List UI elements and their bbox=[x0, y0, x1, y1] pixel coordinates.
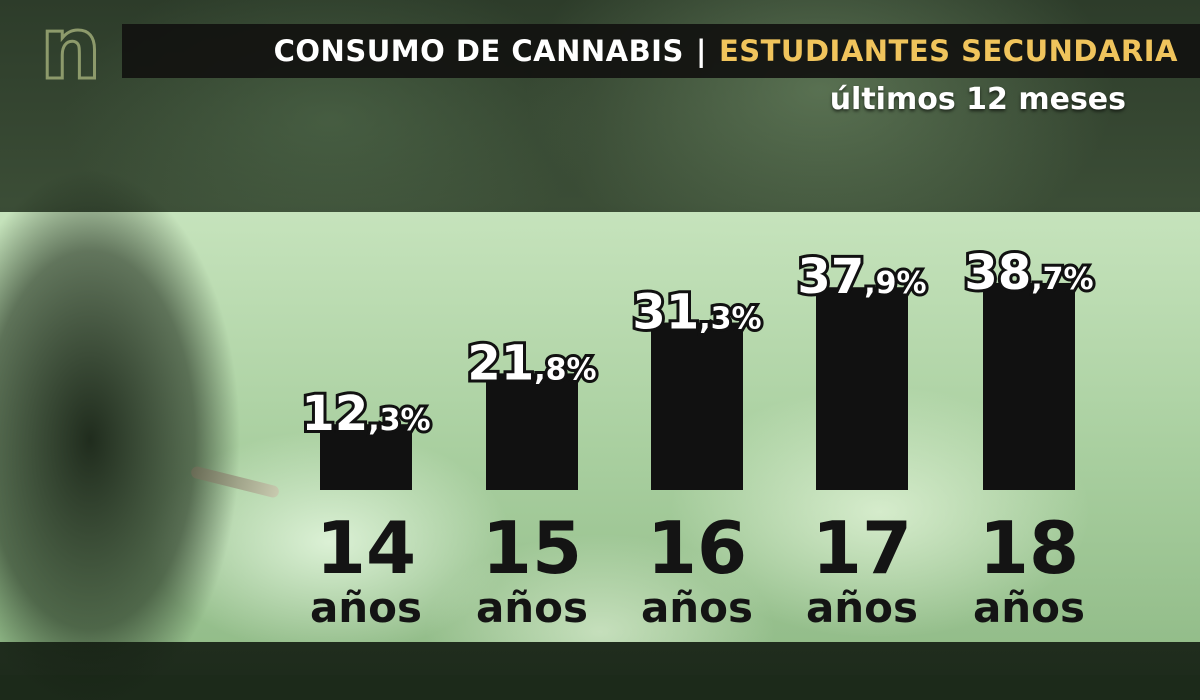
x-tick-unit-16: años bbox=[641, 583, 753, 632]
chart-subtitle: últimos 12 meses bbox=[829, 82, 1126, 117]
x-tick-unit-17: años bbox=[806, 583, 918, 632]
x-tick-unit-14: años bbox=[310, 583, 422, 632]
title-separator: | bbox=[695, 34, 707, 68]
bar-16 bbox=[651, 322, 743, 490]
brand-logo: n bbox=[38, 0, 102, 99]
title-bar: CONSUMO DE CANNABIS | ESTUDIANTES SECUND… bbox=[122, 24, 1200, 78]
bar-chart: 12,3%14años21,8%15años31,3%16años37,9%17… bbox=[298, 242, 1096, 632]
bar-18 bbox=[983, 282, 1075, 490]
value-label-16: 31,3% bbox=[632, 285, 761, 341]
x-tick-label-18: 18 bbox=[979, 506, 1079, 590]
bar-14 bbox=[320, 424, 412, 490]
value-label-18: 38,7% bbox=[964, 245, 1093, 301]
x-tick-label-14: 14 bbox=[316, 506, 416, 590]
bar-15 bbox=[486, 373, 578, 490]
x-tick-label-17: 17 bbox=[812, 506, 912, 590]
x-tick-unit-18: años bbox=[973, 583, 1085, 632]
x-tick-label-16: 16 bbox=[647, 506, 747, 590]
value-label-14: 12,3% bbox=[301, 386, 430, 442]
x-tick-unit-15: años bbox=[476, 583, 588, 632]
smoker-silhouette bbox=[0, 140, 260, 700]
chart-title: CONSUMO DE CANNABIS bbox=[273, 34, 684, 68]
x-tick-label-15: 15 bbox=[482, 506, 582, 590]
chart-title-highlight: ESTUDIANTES SECUNDARIA bbox=[718, 34, 1178, 68]
value-label-15: 21,8% bbox=[467, 335, 596, 391]
value-label-17: 37,9% bbox=[797, 249, 926, 305]
bar-17 bbox=[816, 287, 908, 490]
